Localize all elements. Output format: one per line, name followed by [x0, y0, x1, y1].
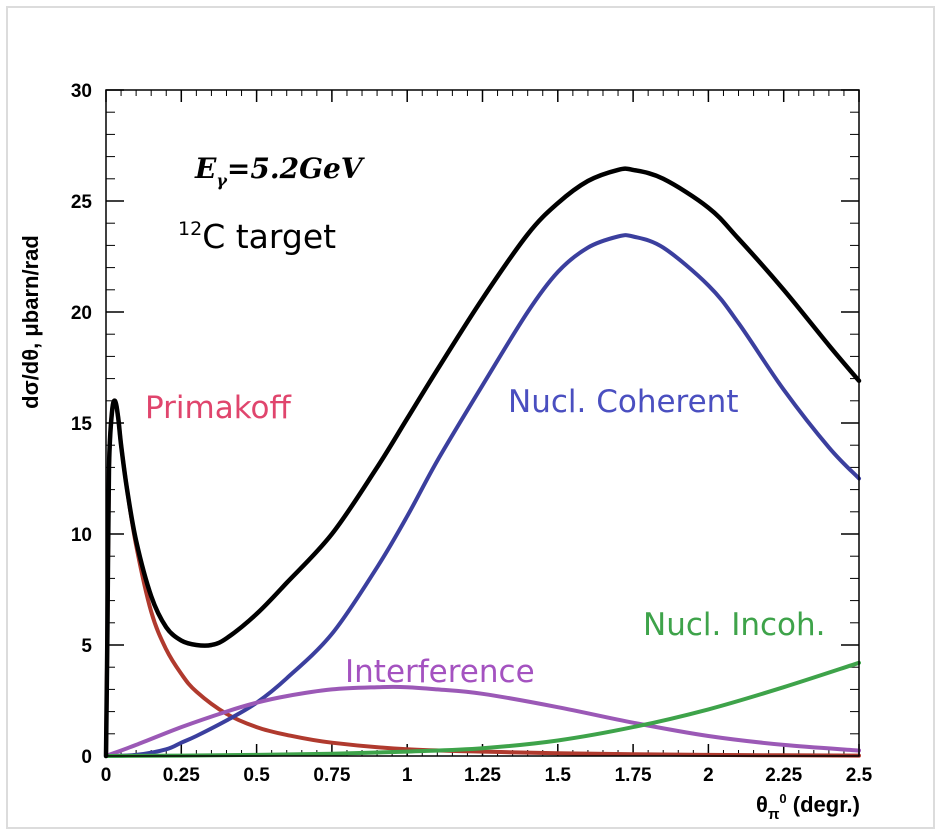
- energy-annotation-rest: =5.2GeV: [227, 152, 366, 185]
- y-axis-title: dσ/dθ, μbarn/rad: [18, 235, 43, 409]
- x-axis-title-rest: (degr.): [787, 792, 860, 817]
- series-line-nucl-coherent: [104, 233, 861, 758]
- x-tick-label: 2.5: [846, 765, 873, 786]
- x-tick-label: 0: [101, 765, 112, 786]
- curves: [103, 166, 862, 759]
- y-tick-label: 10: [71, 525, 92, 546]
- x-tick-label: 1.5: [545, 765, 572, 786]
- incoh-label: Nucl. Incoh.: [643, 607, 826, 643]
- series-line-primakoff: [104, 398, 861, 758]
- energy-annotation-sub: γ: [216, 171, 228, 190]
- y-tick-label: 5: [81, 636, 92, 657]
- x-tick-label: 0.25: [163, 765, 200, 786]
- y-tick-labels: 0 5 10 15 20 25 30: [71, 81, 93, 768]
- y-tick-label: 0: [81, 747, 92, 768]
- plot-area-border: [105, 89, 860, 757]
- x-tick-label: 1: [402, 765, 413, 786]
- series-line-interference: [104, 684, 861, 758]
- x-axis-title: θπ0 (degr.): [756, 791, 860, 823]
- target-annotation-sup: 12: [178, 218, 202, 240]
- x-axis-title-main: θ: [756, 792, 768, 817]
- x-tick-labels: 0 0.25 0.5 0.75 1 1.25 1.5 1.75 2 2.25 2.5: [101, 765, 873, 786]
- coherent-label: Nucl. Coherent: [508, 384, 738, 420]
- x-axis-title-sup: 0: [779, 791, 786, 806]
- energy-annotation: Eγ=5.2GeV: [194, 152, 366, 190]
- target-annotation-rest: C target: [202, 217, 336, 256]
- y-tick-label: 15: [71, 414, 93, 435]
- series-line-nucl-incoh: [104, 660, 861, 758]
- x-tick-label: 0.75: [313, 765, 350, 786]
- energy-annotation-main: E: [194, 152, 217, 185]
- x-tick-label: 2.25: [765, 765, 802, 786]
- target-annotation: 12C target: [178, 217, 336, 256]
- x-axis-title-sub: π: [768, 806, 780, 823]
- x-tick-label: 1.75: [615, 765, 652, 786]
- primakoff-label: Primakoff: [145, 390, 292, 426]
- y-tick-label: 20: [71, 303, 92, 324]
- x-tick-label: 0.5: [243, 765, 270, 786]
- y-tick-label: 30: [71, 81, 92, 102]
- x-tick-label: 2: [703, 765, 714, 786]
- series-line-total: [103, 166, 862, 759]
- x-tick-label: 1.25: [464, 765, 501, 786]
- interference-label: Interference: [345, 654, 535, 690]
- y-tick-label: 25: [71, 192, 93, 213]
